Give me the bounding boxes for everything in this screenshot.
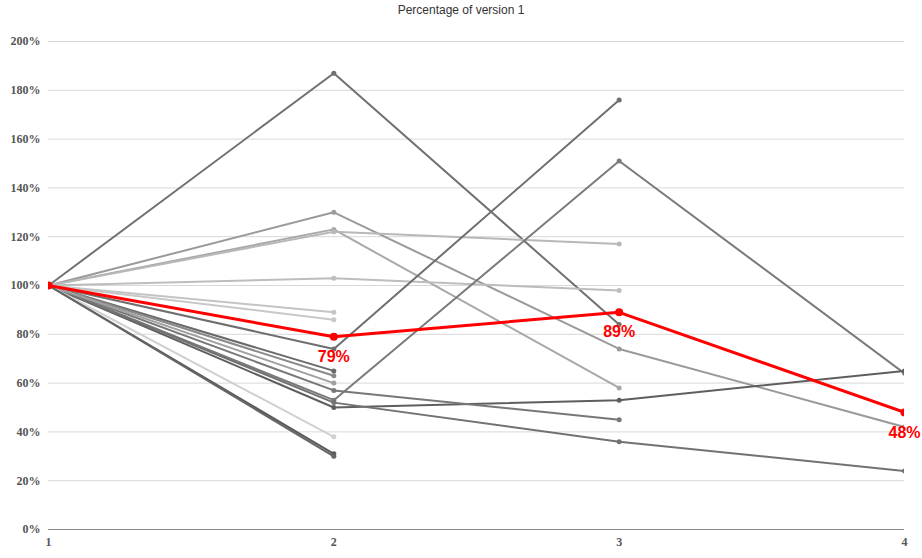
svg-text:3: 3 (616, 535, 622, 549)
svg-text:180%: 180% (11, 83, 41, 97)
svg-text:80%: 80% (17, 327, 41, 341)
svg-text:40%: 40% (17, 425, 41, 439)
svg-text:120%: 120% (11, 230, 41, 244)
svg-text:1: 1 (46, 535, 52, 549)
svg-text:0%: 0% (23, 522, 41, 536)
svg-text:4: 4 (902, 535, 908, 549)
svg-text:60%: 60% (17, 376, 41, 390)
svg-text:140%: 140% (11, 181, 41, 195)
svg-text:2: 2 (331, 535, 337, 549)
html-text:Percentage of version 1: Percentage of version 1 (397, 3, 525, 17)
svg-text:160%: 160% (11, 132, 41, 146)
svg-text:100%: 100% (11, 278, 41, 292)
svg-text:20%: 20% (17, 474, 41, 488)
svg-text:79%: 79% (318, 348, 350, 365)
svg-text:89%: 89% (603, 323, 635, 340)
svg-text:48%: 48% (888, 424, 920, 441)
svg-text:200%: 200% (11, 34, 41, 48)
